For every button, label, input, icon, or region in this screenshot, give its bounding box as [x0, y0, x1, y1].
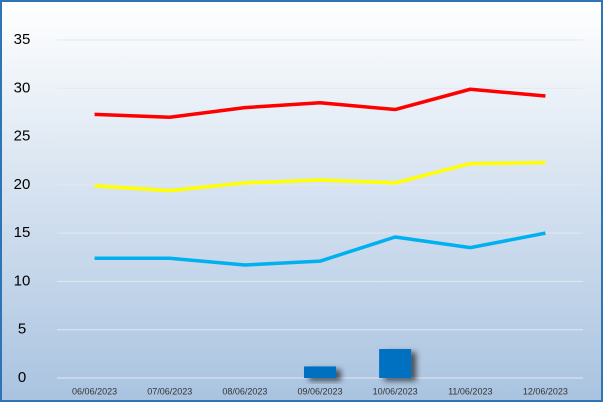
x-tick-label: 11/06/2023 — [448, 386, 492, 396]
y-tick-label: 20 — [14, 176, 31, 193]
y-tick-label: 5 — [18, 321, 26, 338]
line-series — [94, 231, 546, 267]
y-tick-label: 15 — [14, 224, 31, 241]
x-tick-label: 07/06/2023 — [147, 386, 192, 396]
x-tick-label: 12/06/2023 — [523, 386, 568, 396]
x-tick-label: 08/06/2023 — [222, 386, 267, 396]
bar — [304, 366, 336, 378]
y-tick-label: 35 — [14, 31, 31, 48]
x-tick-label: 06/06/2023 — [72, 386, 117, 396]
line-series — [94, 87, 546, 120]
y-tick-label: 0 — [18, 369, 26, 386]
line-series — [94, 160, 546, 193]
y-tick-label: 25 — [14, 128, 31, 145]
y-tick-label: 30 — [14, 79, 31, 96]
x-tick-label: 10/06/2023 — [373, 386, 418, 396]
x-tick-label: 09/06/2023 — [297, 386, 342, 396]
bar — [379, 349, 412, 378]
y-tick-label: 10 — [14, 272, 31, 289]
